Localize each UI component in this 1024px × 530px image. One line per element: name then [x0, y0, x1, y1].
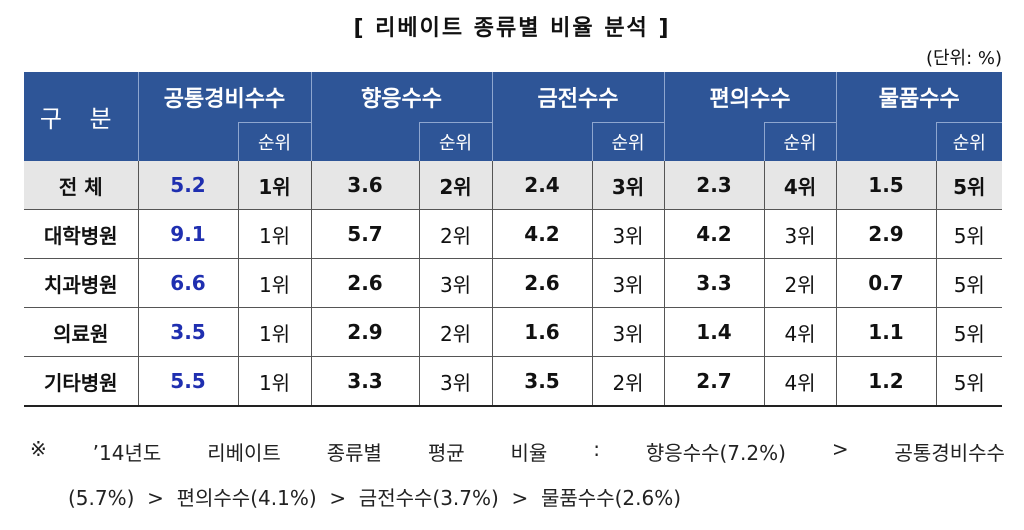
cell-value: 2.3 — [663, 161, 765, 210]
header-rank: 순위 — [935, 122, 1003, 161]
cell-rank: 3위 — [418, 356, 493, 407]
cell-rank: 4위 — [763, 161, 837, 210]
cell-value: 3.6 — [310, 161, 420, 210]
cell-rank: 5위 — [935, 258, 1003, 308]
cell-rank: 1위 — [237, 161, 312, 210]
header-category: 물품수수 — [835, 72, 1003, 123]
footnote-line-2: (5.7%) > 편의수수(4.1%) > 금전수수(3.7%) > 물품수수(… — [68, 486, 682, 510]
header-rank: 순위 — [591, 122, 665, 161]
cell-rank: 5위 — [935, 307, 1003, 357]
note-word: : — [593, 437, 600, 461]
cell-value: 4.2 — [491, 209, 593, 259]
cell-rank: 2위 — [418, 307, 493, 357]
cell-value: 2.6 — [491, 258, 593, 308]
header-category: 향응수수 — [310, 72, 493, 123]
cell-rank: 2위 — [763, 258, 837, 308]
header-value-blank — [137, 122, 238, 161]
cell-rank: 3위 — [591, 307, 665, 357]
header-rank: 순위 — [763, 122, 837, 161]
cell-value: 1.1 — [835, 307, 937, 357]
cell-value: 5.2 — [137, 161, 238, 210]
cell-value: 4.2 — [663, 209, 765, 259]
note-word: 향응수수(7.2%) — [645, 441, 786, 465]
cell-value: 3.5 — [137, 307, 238, 357]
row-label: 전 체 — [24, 161, 138, 210]
cell-rank: 5위 — [935, 161, 1003, 210]
header-rank: 순위 — [418, 122, 493, 161]
note-word: > — [831, 437, 849, 461]
cell-value: 6.6 — [137, 258, 238, 308]
rebate-ratio-table: 구 분 공통경비수수 향응수수 금전수수 편의수수 물품수수 순위 순위 순위 … — [24, 72, 1003, 407]
header-category: 공통경비수수 — [137, 72, 312, 123]
cell-rank: 4위 — [763, 356, 837, 407]
cell-value: 1.4 — [663, 307, 765, 357]
cell-rank: 3위 — [763, 209, 837, 259]
table-title: [ 리베이트 종류별 비율 분석 ] — [353, 16, 671, 41]
cell-rank: 1위 — [237, 356, 312, 407]
cell-rank: 1위 — [237, 258, 312, 308]
table-row: 치과병원 6.6 1위 2.6 3위 2.6 3위 3.3 2위 0.7 5위 — [24, 258, 1003, 308]
cell-rank: 1위 — [237, 209, 312, 259]
note-word: 공통경비수수 — [894, 441, 1005, 465]
note-word: 종류별 — [326, 441, 382, 465]
cell-value: 2.9 — [835, 209, 937, 259]
cell-value: 3.3 — [310, 356, 420, 407]
row-label: 의료원 — [24, 307, 138, 357]
cell-value: 2.4 — [491, 161, 593, 210]
note-word: 비율 — [510, 441, 548, 465]
cell-rank: 5위 — [935, 356, 1003, 407]
cell-rank: 1위 — [237, 307, 312, 357]
cell-value: 3.3 — [663, 258, 765, 308]
note-word: 리베이트 — [207, 441, 281, 465]
header-value-blank — [663, 122, 765, 161]
cell-value: 1.2 — [835, 356, 937, 407]
header-value-blank — [491, 122, 593, 161]
cell-value: 3.5 — [491, 356, 593, 407]
cell-value: 1.5 — [835, 161, 937, 210]
note-word: ※ — [30, 437, 47, 461]
cell-value: 2.6 — [310, 258, 420, 308]
table-row: 기타병원 5.5 1위 3.3 3위 3.5 2위 2.7 4위 1.2 5위 — [24, 356, 1003, 407]
table-row: 의료원 3.5 1위 2.9 2위 1.6 3위 1.4 4위 1.1 5위 — [24, 307, 1003, 357]
header-rank: 순위 — [237, 122, 312, 161]
cell-rank: 2위 — [418, 161, 493, 210]
header-gubun: 구 분 — [24, 72, 138, 161]
cell-rank: 4위 — [763, 307, 837, 357]
cell-rank: 3위 — [591, 161, 665, 210]
row-label: 치과병원 — [24, 258, 138, 308]
cell-rank: 2위 — [418, 209, 493, 259]
cell-value: 9.1 — [137, 209, 238, 259]
cell-value: 1.6 — [491, 307, 593, 357]
table-row: 대학병원 9.1 1위 5.7 2위 4.2 3위 4.2 3위 2.9 5위 — [24, 209, 1003, 259]
cell-value: 0.7 — [835, 258, 937, 308]
row-label: 대학병원 — [24, 209, 138, 259]
header-category: 편의수수 — [663, 72, 837, 123]
header-value-blank — [310, 122, 420, 161]
note-word: 평균 — [427, 441, 465, 465]
footnote-line-1: ※ ’14년도 리베이트 종류별 평균 비율 : 향응수수(7.2%) > 공통… — [30, 437, 1005, 466]
cell-rank: 3위 — [418, 258, 493, 308]
cell-rank: 2위 — [591, 356, 665, 407]
row-label: 기타병원 — [24, 356, 138, 407]
cell-value: 2.7 — [663, 356, 765, 407]
cell-value: 2.9 — [310, 307, 420, 357]
header-value-blank — [835, 122, 937, 161]
cell-rank: 5위 — [935, 209, 1003, 259]
cell-value: 5.5 — [137, 356, 238, 407]
unit-label: (단위: %) — [925, 48, 1002, 69]
header-category: 금전수수 — [491, 72, 665, 123]
cell-rank: 3위 — [591, 209, 665, 259]
note-word: ’14년도 — [92, 441, 162, 465]
table-row: 전 체 5.2 1위 3.6 2위 2.4 3위 2.3 4위 1.5 5위 — [24, 161, 1003, 210]
cell-value: 5.7 — [310, 209, 420, 259]
cell-rank: 3위 — [591, 258, 665, 308]
